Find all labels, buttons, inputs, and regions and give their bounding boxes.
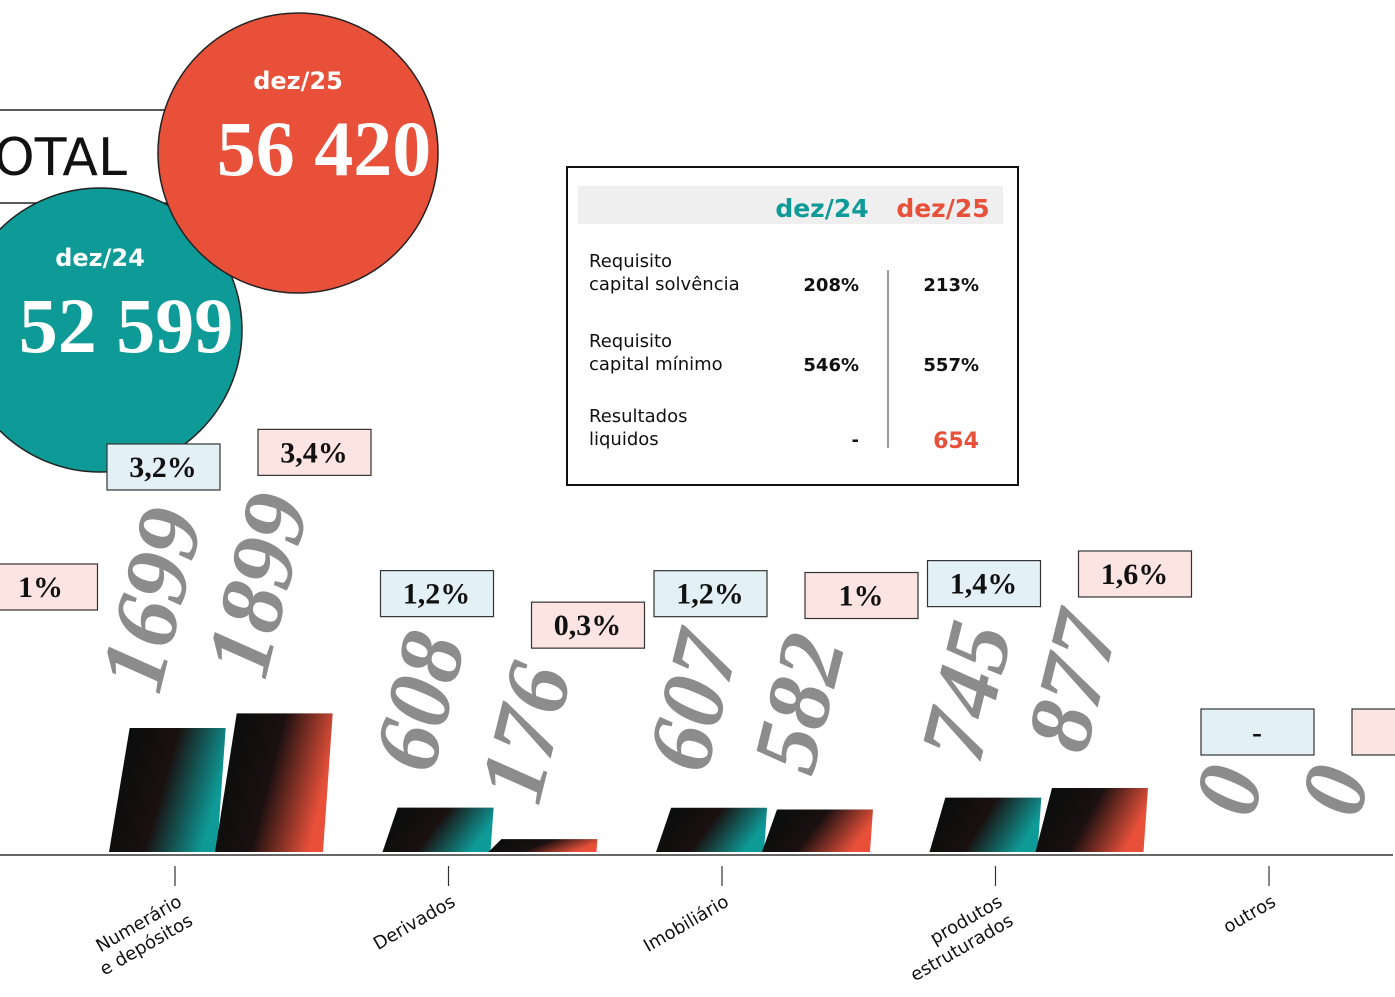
x-tick-label-line: Derivados: [370, 891, 459, 955]
share-box: [1200, 708, 1315, 756]
table-row-label: Requisito: [589, 251, 672, 272]
x-tick-label: produtosestruturados: [896, 891, 1017, 986]
x-tick-label-line: Imobiliário: [640, 891, 733, 957]
table-cell: 654: [933, 429, 979, 454]
table-cell: -: [852, 430, 859, 451]
bar: [762, 809, 873, 852]
value-label: 0: [1279, 756, 1389, 825]
value-label: 176: [459, 653, 591, 812]
share-box: [530, 601, 646, 649]
table-row-label: capital solvência: [589, 274, 740, 295]
share-label: 1%: [18, 571, 63, 604]
share-box: [0, 563, 99, 611]
total-value: 52 599: [19, 282, 234, 369]
share-box: [257, 428, 372, 476]
share-box: [106, 443, 221, 491]
bar: [109, 727, 226, 852]
share-box: [653, 570, 768, 618]
bar: [1035, 787, 1148, 852]
value-label: 0: [1173, 756, 1283, 825]
table-row-label: capital mínimo: [589, 354, 723, 375]
share-box: [926, 560, 1042, 608]
share-box: [1351, 708, 1395, 756]
x-tick-label-line: outros: [1220, 891, 1280, 938]
x-tick-label: Numerárioe depósitos: [85, 891, 196, 980]
total-circle: [0, 187, 243, 473]
table-header: [578, 186, 1003, 224]
total-box: [0, 109, 171, 204]
bar: [656, 807, 768, 852]
share-label: 3,2%: [129, 451, 197, 484]
share-label: 1%: [839, 580, 884, 613]
share-label: 3,4%: [280, 436, 348, 469]
share-label: -: [1252, 716, 1262, 749]
table-cell: 213%: [923, 275, 979, 296]
total-label: TOTAL: [0, 128, 127, 188]
table-column-header: dez/24: [775, 194, 868, 223]
x-tick-label: Derivados: [370, 891, 459, 955]
share-box: [379, 570, 495, 618]
bar: [488, 839, 598, 852]
table-row-label: Requisito: [589, 331, 672, 352]
share-box: [804, 571, 919, 620]
bar: [382, 807, 494, 852]
share-label: 1,2%: [403, 578, 471, 611]
table-cell: 557%: [923, 355, 979, 376]
share-label: 1,6%: [1101, 558, 1169, 591]
x-tick-label: outros: [1220, 891, 1280, 938]
share-box: [1077, 550, 1193, 598]
table-column-header: dez/25: [896, 194, 989, 223]
total-value: 56 420: [217, 105, 432, 192]
share-label: 1,4%: [950, 568, 1018, 601]
value-label: 608: [353, 622, 485, 781]
table-cell: 208%: [803, 275, 859, 296]
table-row-label: liquidos: [589, 429, 659, 450]
total-series-name: dez/24: [55, 244, 145, 272]
table-cell: 546%: [803, 355, 859, 376]
share-label: 0,3%: [554, 609, 622, 642]
value-label: 877: [1006, 598, 1139, 760]
total-series-name: dez/25: [253, 67, 343, 95]
table-row-label: Resultados: [589, 406, 687, 427]
x-tick-label: Imobiliário: [640, 891, 733, 957]
bar: [215, 713, 333, 852]
bar: [929, 797, 1042, 852]
value-label: 745: [900, 612, 1032, 771]
total-circle: [157, 12, 439, 294]
value-label: 1899: [185, 483, 328, 686]
share-label: 1,2%: [676, 578, 744, 611]
